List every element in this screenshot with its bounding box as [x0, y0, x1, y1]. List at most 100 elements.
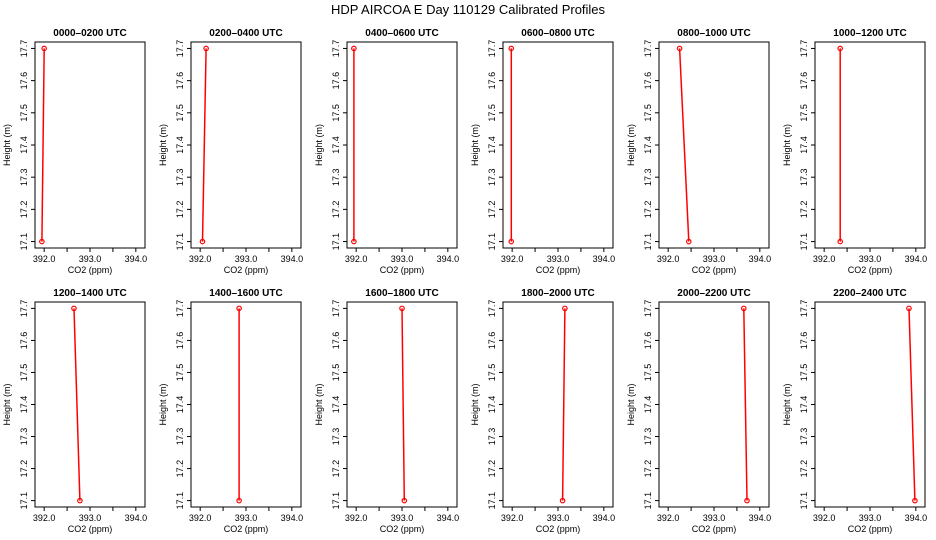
y-tick-label: 17.1 — [331, 233, 341, 251]
profile-point — [912, 497, 918, 504]
y-tick-label: 17.1 — [799, 492, 809, 510]
plot-frame — [346, 41, 458, 249]
y-tick-label: 17.3 — [643, 168, 653, 186]
x-tick-label: 393.0 — [859, 513, 882, 523]
y-axis-label: Height (m) — [314, 124, 324, 166]
y-axis-label: Height (m) — [782, 124, 792, 166]
y-tick-label: 17.6 — [331, 72, 341, 90]
y-tick-label: 17.3 — [799, 168, 809, 186]
panel-title: 0000–0200 UTC — [53, 28, 126, 39]
panel-0: 0000–0200 UTC 392.0 393.0 394.0 CO2 (ppm) 17.… — [2, 28, 147, 275]
y-tick-label: 17.7 — [643, 300, 653, 318]
profile-line — [201, 48, 207, 242]
y-tick-label: 17.5 — [19, 364, 29, 382]
y-tick-label: 17.1 — [175, 233, 185, 251]
panel-10: 2000–2200 UTC 392.0 393.0 394.0 CO2 (ppm) 17.… — [626, 288, 771, 534]
y-tick-label: 17.1 — [331, 492, 341, 510]
y-tick-label: 17.6 — [643, 72, 653, 90]
x-axis-label: CO2 (ppm) — [224, 524, 269, 534]
x-tick-label: 394.0 — [749, 513, 772, 523]
panel-8: 1600–1800 UTC 392.0 393.0 394.0 CO2 (ppm) 17.… — [314, 288, 459, 534]
x-tick-label: 394.0 — [281, 254, 304, 264]
x-tick-label: 394.0 — [905, 254, 928, 264]
x-tick-label: 392.0 — [345, 254, 368, 264]
y-tick-label: 17.4 — [487, 396, 497, 414]
y-tick-label: 17.1 — [487, 233, 497, 251]
y-tick-label: 17.2 — [487, 201, 497, 219]
y-tick-label: 17.4 — [799, 136, 809, 154]
y-tick-label: 17.4 — [175, 136, 185, 154]
x-tick-label: 392.0 — [501, 254, 524, 264]
y-tick-label: 17.5 — [643, 104, 653, 122]
panel-5: 1000–1200 UTC 392.0 393.0 394.0 CO2 (ppm) 17.… — [782, 28, 927, 275]
y-tick-label: 17.1 — [487, 492, 497, 510]
x-tick-label: 392.0 — [189, 254, 212, 264]
x-tick-label: 394.0 — [905, 513, 928, 523]
plot-frame — [502, 301, 614, 508]
profile-line — [743, 308, 748, 501]
y-tick-label: 17.5 — [175, 364, 185, 382]
y-tick-label: 17.2 — [175, 201, 185, 219]
y-axis-label: Height (m) — [2, 124, 12, 166]
y-tick-label: 17.7 — [799, 40, 809, 58]
y-tick-label: 17.6 — [799, 332, 809, 350]
profile-point — [744, 497, 750, 504]
y-tick-label: 17.4 — [799, 396, 809, 414]
y-tick-label: 17.7 — [19, 40, 29, 58]
y-tick-label: 17.2 — [643, 201, 653, 219]
y-tick-label: 17.7 — [487, 300, 497, 318]
y-tick-label: 17.2 — [19, 201, 29, 219]
profile-point — [236, 305, 242, 312]
figure-title: HDP AIRCOA E Day 110129 Calibrated Profi… — [330, 2, 606, 17]
profile-point — [199, 238, 206, 245]
y-tick-label: 17.6 — [799, 72, 809, 90]
panel-title: 0400–0600 UTC — [365, 28, 438, 39]
x-tick-label: 394.0 — [593, 513, 616, 523]
x-tick-label: 393.0 — [391, 254, 414, 264]
y-tick-label: 17.7 — [175, 300, 185, 318]
panel-1: 0200–0400 UTC 392.0 393.0 394.0 CO2 (ppm) 17.… — [158, 28, 303, 275]
y-tick-label: 17.3 — [331, 168, 341, 186]
y-tick-label: 17.6 — [175, 332, 185, 350]
x-tick-label: 394.0 — [281, 513, 304, 523]
profile-point — [351, 45, 357, 52]
y-tick-label: 17.7 — [331, 300, 341, 318]
y-axis-label: Height (m) — [626, 124, 636, 166]
panel-title: 2000–2200 UTC — [677, 288, 750, 299]
y-axis-label: Height (m) — [158, 124, 168, 166]
y-tick-label: 17.5 — [487, 364, 497, 382]
profile-point — [351, 238, 357, 245]
x-tick-label: 393.0 — [703, 254, 726, 264]
plot-frame — [502, 41, 614, 249]
x-axis-label: CO2 (ppm) — [692, 265, 737, 275]
y-tick-label: 17.6 — [331, 332, 341, 350]
y-tick-label: 17.2 — [19, 460, 29, 478]
y-tick-label: 17.3 — [175, 428, 185, 446]
panel-title: 1800–2000 UTC — [521, 288, 594, 299]
plot-frame — [814, 41, 926, 249]
profile-point — [71, 305, 77, 312]
y-tick-label: 17.3 — [175, 168, 185, 186]
x-tick-label: 393.0 — [703, 513, 726, 523]
x-tick-label: 393.0 — [79, 513, 102, 523]
y-axis-label: Height (m) — [470, 383, 480, 425]
x-tick-label: 394.0 — [749, 254, 772, 264]
x-tick-label: 394.0 — [125, 254, 148, 264]
x-tick-label: 392.0 — [657, 513, 680, 523]
y-tick-label: 17.5 — [799, 364, 809, 382]
y-axis-label: Height (m) — [782, 383, 792, 425]
profile-point — [837, 45, 844, 52]
x-tick-label: 392.0 — [657, 254, 680, 264]
x-tick-label: 394.0 — [593, 254, 616, 264]
x-axis-label: CO2 (ppm) — [848, 265, 893, 275]
panel-7: 1400–1600 UTC 392.0 393.0 394.0 CO2 (ppm) 17.… — [158, 288, 303, 534]
panel-title: 0800–1000 UTC — [677, 28, 750, 39]
x-tick-label: 392.0 — [813, 254, 836, 264]
panel-6: 1200–1400 UTC 392.0 393.0 394.0 CO2 (ppm) 17.… — [2, 288, 147, 534]
profile-point — [906, 305, 912, 312]
y-tick-label: 17.5 — [175, 104, 185, 122]
x-tick-label: 393.0 — [391, 513, 414, 523]
y-tick-label: 17.5 — [19, 104, 29, 122]
x-tick-label: 392.0 — [33, 513, 56, 523]
y-axis-label: Height (m) — [158, 383, 168, 425]
